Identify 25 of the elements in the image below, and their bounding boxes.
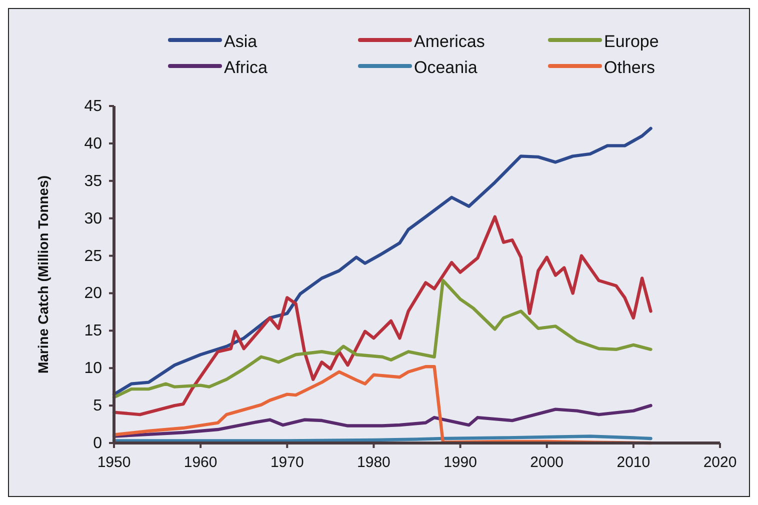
x-tick-label: 1950: [97, 454, 131, 471]
x-tick-label: 1960: [184, 454, 218, 471]
x-tick-label: 2000: [530, 454, 564, 471]
x-tick-label: 2020: [703, 454, 737, 471]
y-tick-label: 35: [84, 172, 102, 190]
x-tick-label: 1970: [270, 454, 304, 471]
y-tick-label: 20: [84, 285, 102, 302]
y-tick-label: 15: [84, 322, 102, 340]
legend-label: Africa: [224, 58, 268, 77]
y-tick-label: 45: [84, 98, 102, 115]
x-tick-label: 2010: [616, 454, 650, 471]
legend-label: Europe: [604, 32, 659, 51]
legend-label: Others: [604, 58, 656, 77]
y-tick-label: 5: [93, 398, 102, 415]
y-tick-label: 10: [84, 360, 102, 378]
legend-label: Asia: [224, 32, 258, 51]
x-tick-label: 1980: [357, 454, 390, 471]
y-tick-label: 25: [84, 248, 102, 265]
legend-label: Americas: [414, 32, 485, 51]
x-tick-label: 1990: [444, 454, 477, 471]
y-axis-title: Marine Catch (Million Tonnes): [35, 175, 51, 374]
y-tick-label: 40: [84, 135, 102, 152]
y-tick-label: 30: [84, 210, 102, 228]
y-tick-label: 0: [93, 435, 102, 452]
legend-label: Oceania: [414, 58, 478, 77]
